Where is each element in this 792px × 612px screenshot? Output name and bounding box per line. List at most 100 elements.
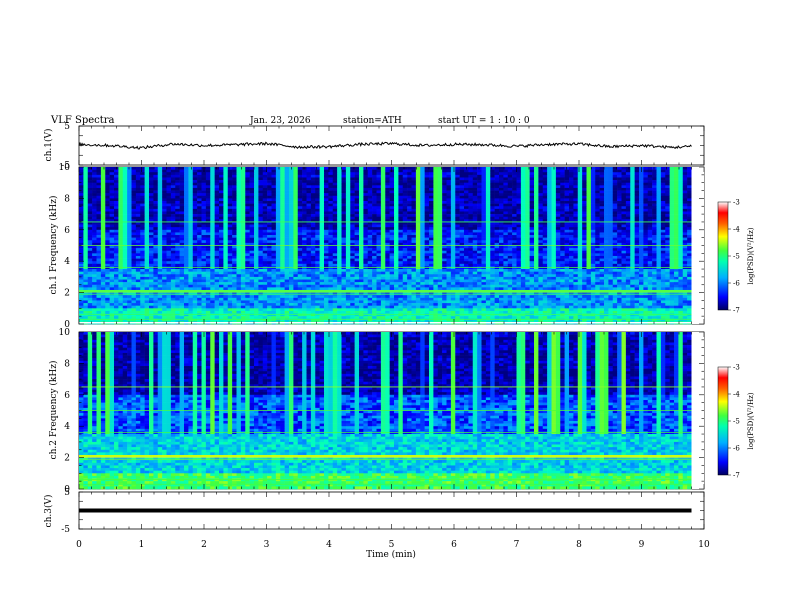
spectrogram-cell (350, 248, 355, 252)
spectrogram-cell (127, 193, 132, 197)
spectrogram-cell (280, 237, 285, 241)
spectrogram-cell (490, 177, 495, 181)
spectrogram-cell (205, 201, 211, 204)
spectrogram-cell (529, 177, 535, 181)
spectrogram-cell (267, 201, 272, 204)
spectrogram-cell (569, 248, 574, 252)
spectrogram-cell (682, 180, 688, 183)
spectrogram-cell (499, 240, 504, 244)
spectrogram-cell (240, 245, 246, 249)
spectrogram-cell (652, 172, 657, 176)
spectrogram-cell (293, 216, 299, 220)
spectrogram-cell (275, 177, 281, 181)
spectrogram-cell (354, 250, 360, 254)
spectrogram-cell (380, 232, 386, 236)
spectrogram-cell (315, 258, 320, 262)
spectrogram-cell (179, 211, 185, 215)
spectrogram-cell (608, 195, 614, 199)
spectrogram-cell (96, 167, 102, 170)
spectrogram-cell (656, 253, 662, 257)
spectrogram-cell (630, 203, 635, 207)
spectrogram-cell (394, 245, 399, 249)
spectrogram-cell (184, 216, 189, 220)
spectrogram-cell (608, 211, 614, 215)
spectrogram-cell (197, 229, 202, 233)
spectrogram-cell (376, 232, 382, 236)
spectrogram-cell (227, 248, 233, 252)
spectrogram-cell (674, 229, 679, 233)
spectrogram-cell (450, 245, 456, 249)
spectrogram-cell (542, 177, 548, 181)
spectrogram-cell (437, 219, 443, 223)
spectrogram-cell (660, 174, 666, 178)
spectrogram-cell (96, 198, 102, 202)
spectrogram-cell (477, 214, 482, 218)
spectrogram-cell (227, 211, 233, 215)
spectrogram-cell (341, 245, 347, 249)
spectrogram-cell (354, 208, 360, 212)
spectrogram-cell (170, 248, 176, 252)
spectrogram-cell (162, 203, 167, 207)
spectrogram-cell (586, 229, 592, 233)
spectrogram-cell (92, 190, 97, 194)
spectrogram-cell (551, 219, 557, 223)
spectrogram-cell (481, 227, 487, 231)
spectrogram-cell (380, 193, 386, 197)
spectrogram-cell (350, 187, 355, 191)
spectrogram-cell (529, 193, 535, 197)
spectrogram-cell (332, 169, 338, 173)
spectrogram-cell (547, 240, 552, 244)
spectrogram-cell (437, 224, 443, 228)
spectrogram-cell (149, 169, 154, 173)
spectrogram-cell (538, 187, 544, 191)
spectrogram-cell (599, 237, 605, 241)
spectrogram-cell (175, 185, 180, 189)
spectrogram-cell (490, 224, 495, 228)
spectrogram-cell (197, 214, 202, 218)
spectrogram-cell (477, 253, 482, 257)
spectrogram-cell (166, 250, 172, 254)
spectrogram-cell (595, 193, 600, 197)
spectrogram-cell (359, 185, 364, 189)
spectrogram-cell (140, 167, 145, 170)
spectrogram-cell (595, 177, 600, 181)
spectrogram-cell (127, 242, 132, 246)
spectrogram-cell (236, 258, 242, 262)
spectrogram-cell (394, 201, 399, 204)
spectrogram-cell (590, 229, 596, 233)
spectrogram-cell (564, 206, 570, 210)
spectrogram-cell (227, 242, 233, 246)
spectrogram-cell (450, 201, 456, 204)
spectrogram-cell (674, 182, 679, 186)
spectrogram-cell (157, 187, 163, 191)
spectrogram-cell (590, 172, 596, 176)
spectrogram-cell (297, 219, 303, 223)
spectrogram-cell (468, 240, 474, 244)
spectrogram-cell (647, 237, 653, 241)
spectrogram-cell (525, 242, 530, 246)
spectrogram-cell (516, 180, 522, 183)
spectrogram-cell (188, 240, 194, 244)
spectrogram-cell (310, 190, 316, 194)
spectrogram-cell (551, 206, 557, 210)
spectrogram-cell (529, 195, 535, 199)
spectrogram-cell (520, 229, 526, 233)
spectrogram-cell (665, 232, 670, 236)
spectrogram-cell (319, 224, 325, 228)
spectrogram-cell (411, 198, 417, 202)
spectrogram-cell (424, 203, 430, 207)
spectrogram-cell (245, 229, 250, 233)
spectrogram-cell (275, 185, 281, 189)
spectrogram-cell (464, 221, 469, 225)
spectrogram-cell (525, 190, 530, 194)
spectrogram-cell (669, 214, 675, 218)
spectrogram-cell (525, 248, 530, 252)
spectrogram-cell (131, 195, 137, 199)
spectrogram-cell (149, 248, 154, 252)
spectrogram-cell (660, 198, 666, 202)
spectrogram-cell (359, 240, 364, 244)
spectrogram-cell (415, 216, 421, 220)
spectrogram-cell (201, 214, 207, 218)
spectrogram-cell (630, 206, 635, 210)
spectrogram-cell (411, 237, 417, 241)
